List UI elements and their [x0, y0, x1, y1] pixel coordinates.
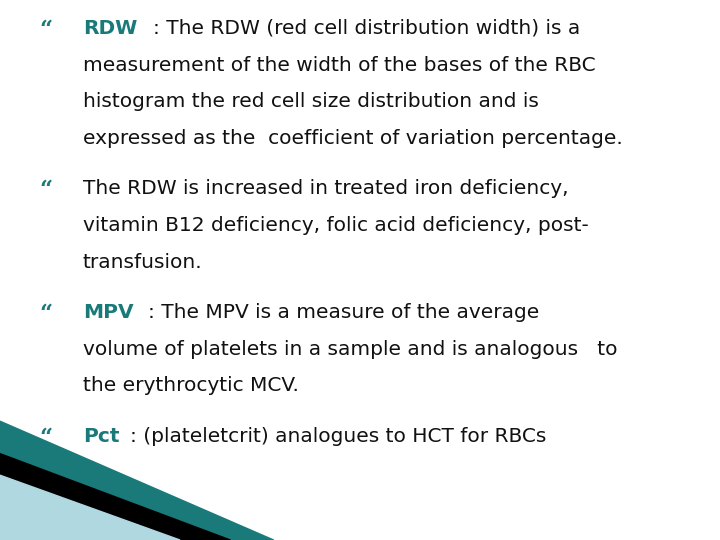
Polygon shape	[0, 475, 180, 540]
Text: “: “	[40, 427, 53, 449]
Text: : The RDW (red cell distribution width) is a: : The RDW (red cell distribution width) …	[153, 19, 580, 38]
Text: transfusion.: transfusion.	[83, 253, 202, 272]
Text: MPV: MPV	[83, 303, 133, 322]
Text: RDW: RDW	[83, 19, 138, 38]
Text: “: “	[40, 303, 53, 325]
Text: The RDW is increased in treated iron deficiency,: The RDW is increased in treated iron def…	[83, 179, 568, 198]
Text: “: “	[40, 19, 53, 41]
Text: “: “	[40, 179, 53, 201]
Text: vitamin B12 deficiency, folic acid deficiency, post-: vitamin B12 deficiency, folic acid defic…	[83, 216, 588, 235]
Text: Pct: Pct	[83, 427, 120, 446]
Polygon shape	[0, 421, 274, 540]
Text: histogram the red cell size distribution and is: histogram the red cell size distribution…	[83, 92, 539, 111]
Text: volume of platelets in a sample and is analogous   to: volume of platelets in a sample and is a…	[83, 340, 617, 359]
Text: measurement of the width of the bases of the RBC: measurement of the width of the bases of…	[83, 56, 595, 75]
Text: : The MPV is a measure of the average: : The MPV is a measure of the average	[148, 303, 539, 322]
Text: the erythrocytic MCV.: the erythrocytic MCV.	[83, 376, 299, 395]
Text: expressed as the  coefficient of variation percentage.: expressed as the coefficient of variatio…	[83, 129, 623, 148]
Polygon shape	[0, 454, 230, 540]
Text: : (plateletcrit) analogues to HCT for RBCs: : (plateletcrit) analogues to HCT for RB…	[130, 427, 546, 446]
